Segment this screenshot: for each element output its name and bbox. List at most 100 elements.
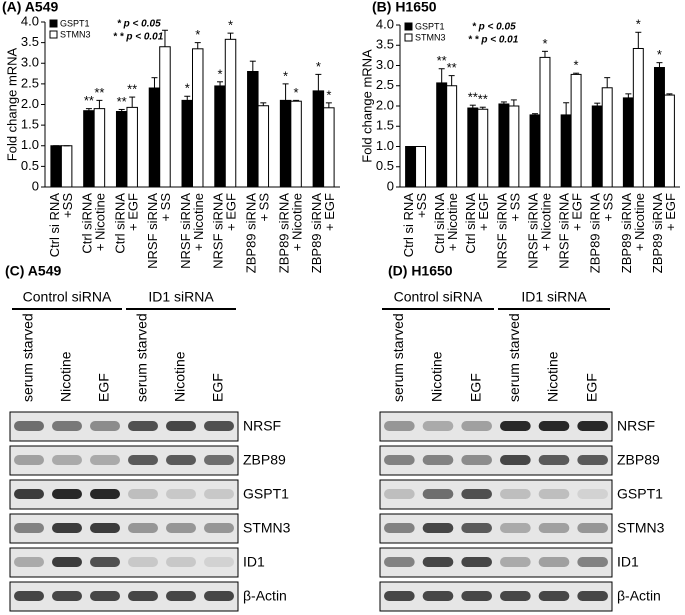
blot-frame	[379, 479, 613, 510]
y-tick-label: 1.0	[376, 138, 394, 153]
band	[461, 455, 492, 465]
bar	[323, 107, 335, 188]
y-tick-label: 3.0	[21, 55, 39, 70]
blot-frame	[379, 445, 613, 476]
band	[14, 591, 44, 601]
x-tick-label: ZBP89 siRNA	[588, 193, 603, 274]
band	[422, 557, 454, 567]
band	[577, 455, 608, 465]
x-tick-label: +SS	[414, 193, 429, 218]
bar	[93, 108, 106, 188]
blot-frame	[9, 445, 239, 476]
bar	[539, 56, 551, 188]
group-label: ID1 siRNA	[521, 289, 587, 305]
y-tick-label: 2.0	[376, 97, 394, 112]
band	[166, 421, 196, 431]
x-tick-label: ZBP89 siRNA	[619, 193, 634, 274]
bar	[508, 105, 520, 188]
significance-label: *	[326, 87, 331, 102]
band	[204, 489, 234, 499]
band	[384, 489, 415, 499]
band	[422, 489, 454, 499]
band	[422, 455, 454, 465]
band	[384, 591, 415, 601]
y-axis-label: Fold change mRNA	[359, 49, 374, 163]
chart-title: (B) H1650	[372, 0, 437, 15]
significance-label: *	[218, 66, 223, 81]
bar	[257, 105, 270, 188]
significance-label: **	[94, 85, 104, 100]
x-tick-label: Ctrl si RNA	[401, 193, 416, 258]
blot-frame	[379, 581, 613, 612]
lane-label: serum starved	[20, 313, 36, 402]
significance-label: **	[437, 53, 447, 68]
x-tick-label: NRSF siRNA	[178, 193, 193, 269]
row-label: GSPT1	[617, 486, 663, 502]
band	[577, 421, 608, 431]
lane-label: EGF	[583, 373, 599, 402]
bar	[60, 145, 73, 188]
y-tick-label: 3.5	[21, 34, 39, 49]
blot-frame	[9, 513, 239, 544]
y-tick-label: 1.5	[376, 118, 394, 133]
blot-frame	[9, 581, 239, 612]
bar	[560, 114, 572, 188]
bar	[192, 48, 204, 188]
lane-label: Nicotine	[429, 351, 445, 402]
x-tick-label: + Nicotine	[289, 193, 304, 251]
annotation: * * p < 0.01	[113, 32, 164, 43]
bar	[405, 146, 417, 188]
band	[52, 591, 82, 601]
band	[14, 421, 44, 431]
lane-label: serum starved	[134, 313, 150, 402]
x-tick-label: + EGF	[224, 193, 239, 231]
band	[90, 421, 120, 431]
band	[384, 421, 415, 431]
bar	[181, 99, 193, 188]
group-label: Control siRNA	[394, 289, 483, 305]
x-tick-label: ZBP89 siRNA	[276, 193, 291, 274]
bar	[290, 100, 302, 188]
significance-label: **	[127, 82, 137, 97]
significance-label: *	[294, 85, 299, 100]
bar	[50, 145, 62, 188]
x-tick-label: + SS	[158, 193, 173, 222]
panel-title: (C) A549	[5, 263, 61, 279]
y-tick-label: 0	[32, 178, 39, 193]
bar	[467, 107, 479, 188]
band	[14, 523, 44, 533]
x-tick-label: + Nicotine	[93, 193, 108, 251]
x-tick-label: + EGF	[125, 193, 140, 231]
x-tick-label: + EGF	[476, 193, 491, 231]
bar	[436, 82, 448, 188]
significance-label: *	[195, 27, 200, 42]
band	[128, 557, 158, 567]
x-tick-label: + Nicotine	[632, 193, 647, 251]
group-label: ID1 siRNA	[148, 289, 214, 305]
band	[500, 591, 531, 601]
band	[384, 523, 415, 533]
x-tick-label: NRSF siRNA	[494, 193, 509, 269]
x-tick-label: NRSF siRNA	[557, 193, 572, 269]
bar	[224, 38, 237, 188]
x-tick-label: + Nicotine	[191, 193, 206, 251]
bar	[247, 71, 259, 188]
band	[128, 489, 158, 499]
band	[500, 557, 531, 567]
row-label: β-Actin	[243, 588, 287, 604]
band	[204, 455, 234, 465]
band	[166, 523, 196, 533]
chart-title: (A) A549	[2, 0, 58, 15]
band	[90, 523, 120, 533]
legend-swatch	[49, 19, 58, 28]
x-tick-label: Ctrl siRNA	[80, 193, 95, 254]
y-tick-label: 2.0	[21, 96, 39, 111]
x-tick-label: + Nicotine	[445, 193, 460, 251]
band	[166, 591, 196, 601]
band	[166, 557, 196, 567]
blot-frame	[9, 479, 239, 510]
row-label: STMN3	[243, 520, 291, 536]
band	[538, 591, 570, 601]
x-tick-label: NRSF siRNA	[145, 193, 160, 269]
